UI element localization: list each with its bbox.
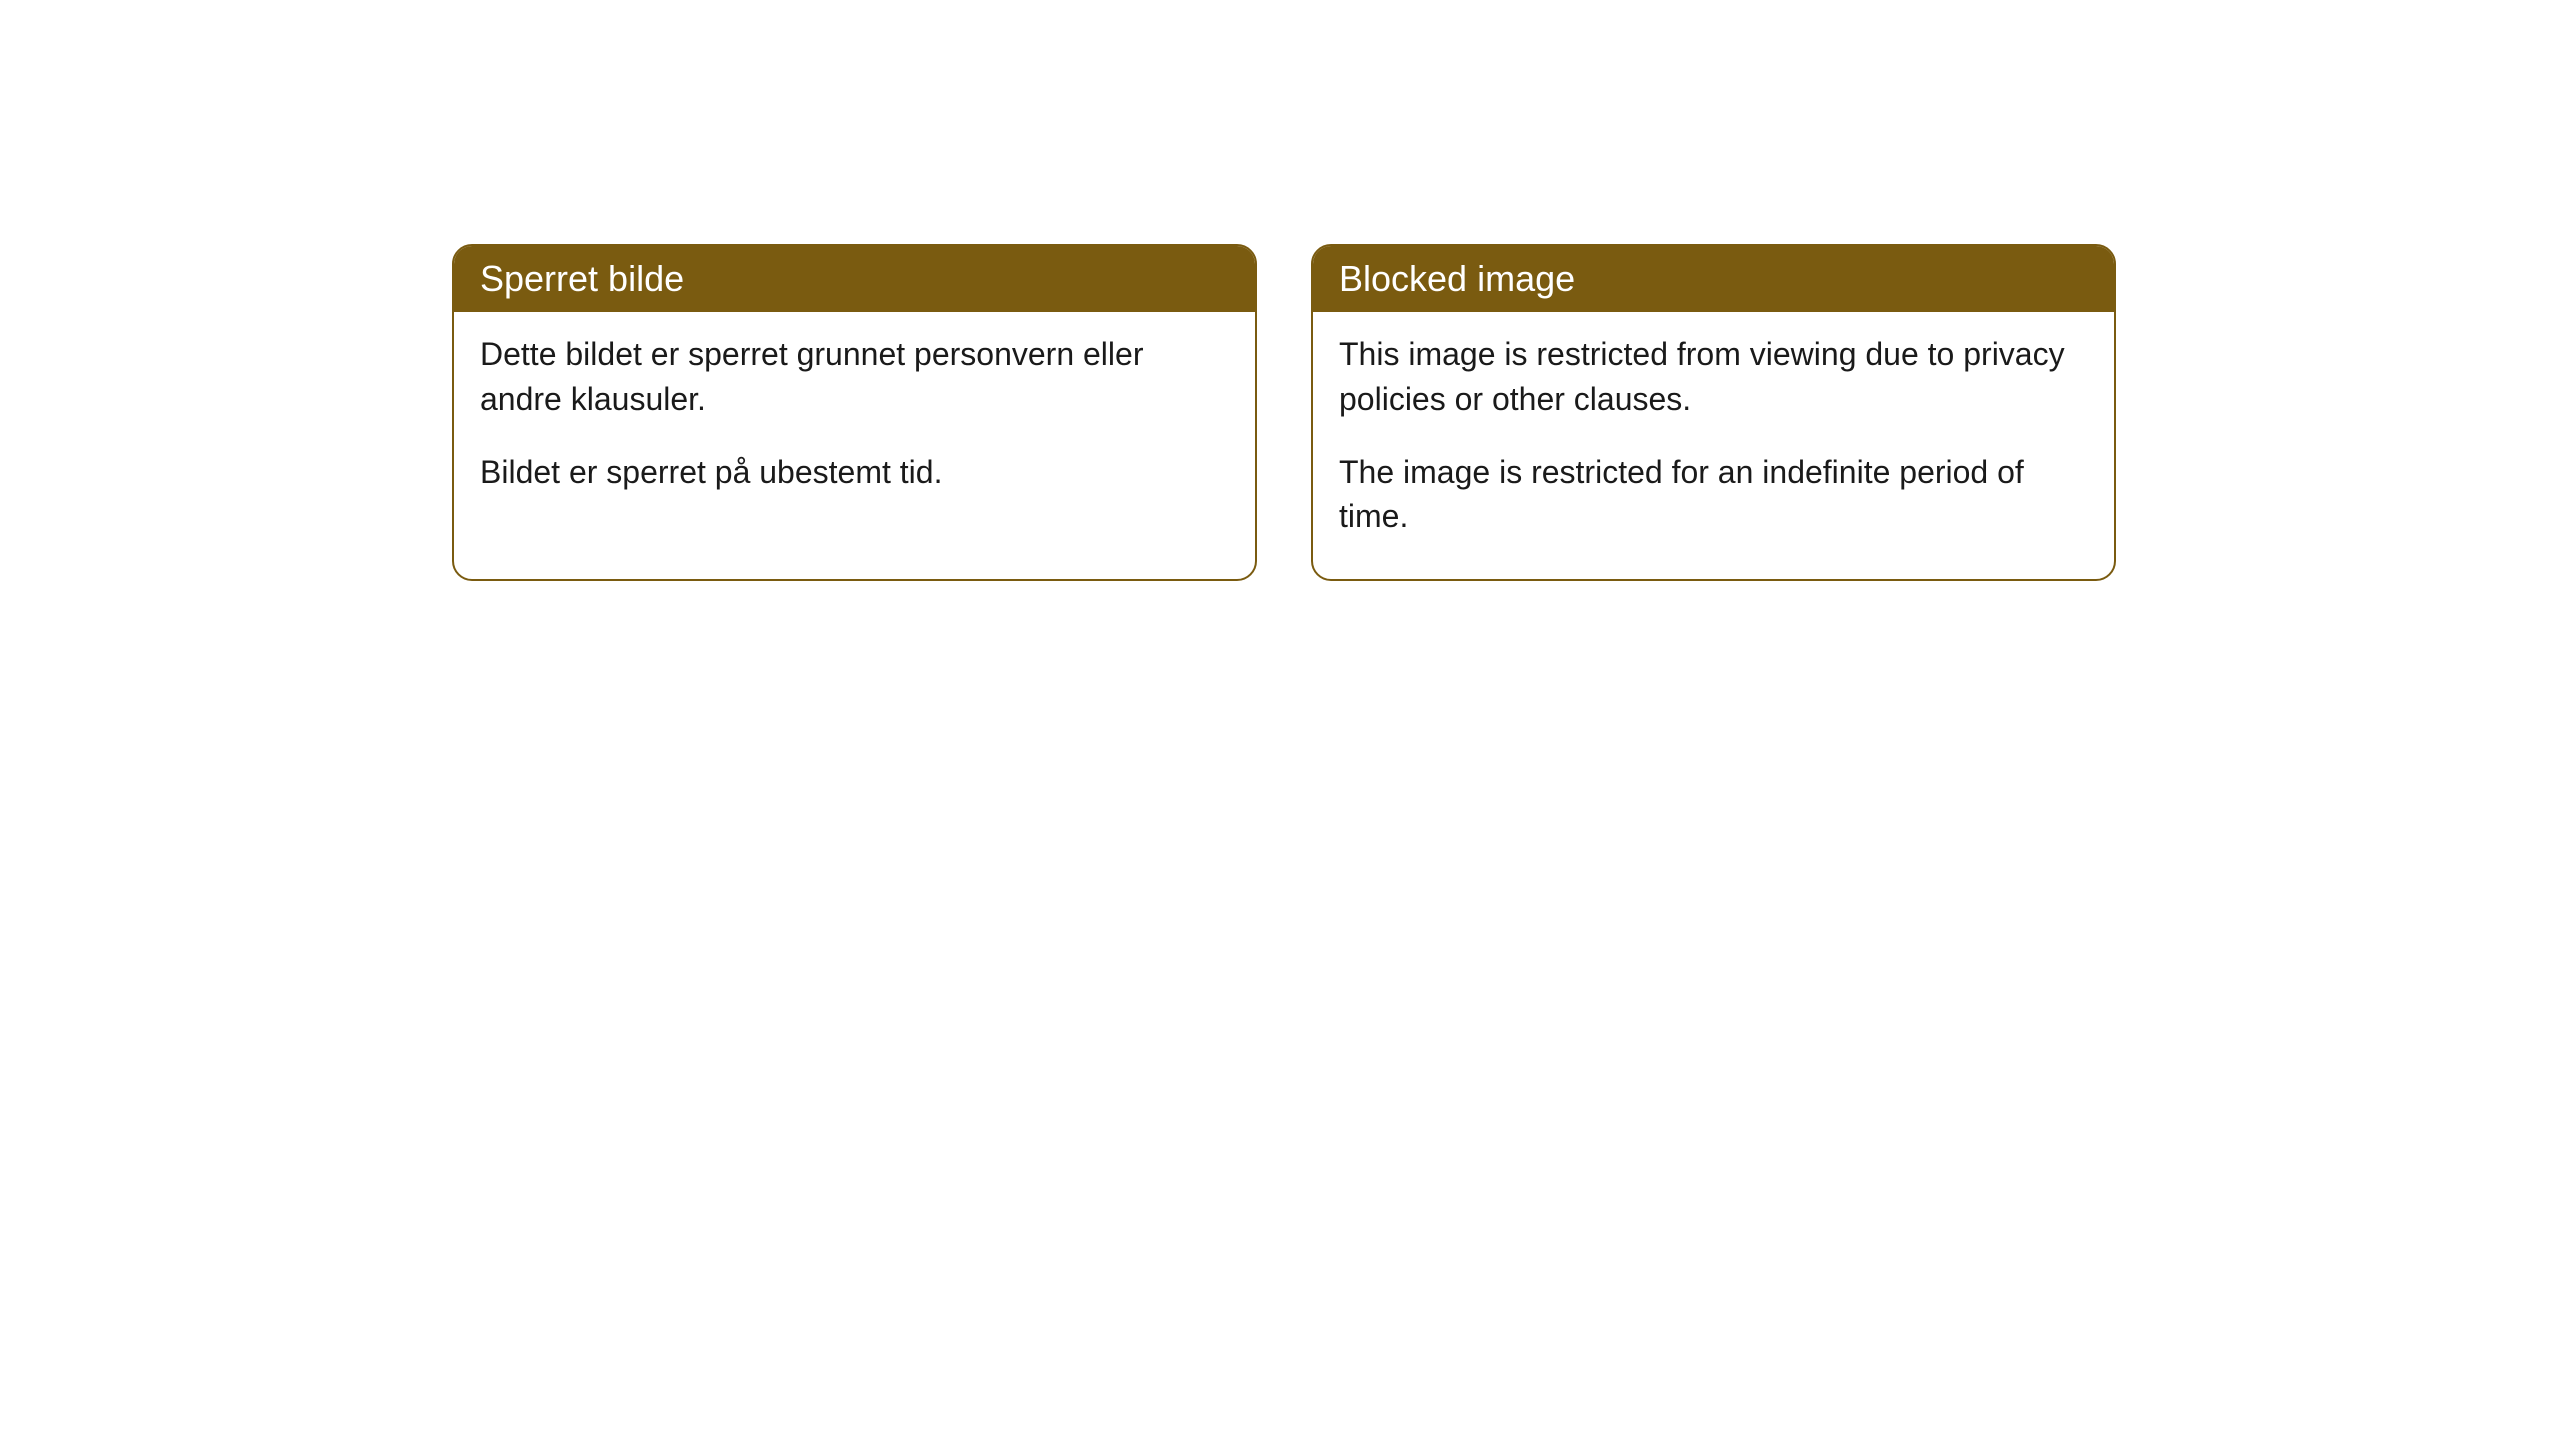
card-body: This image is restricted from viewing du… [1313, 312, 2114, 579]
notice-card-english: Blocked image This image is restricted f… [1311, 244, 2116, 581]
card-title: Sperret bilde [480, 258, 684, 299]
notice-card-norwegian: Sperret bilde Dette bildet er sperret gr… [452, 244, 1257, 581]
card-paragraph: Bildet er sperret på ubestemt tid. [480, 450, 1229, 495]
card-paragraph: Dette bildet er sperret grunnet personve… [480, 332, 1229, 422]
card-paragraph: This image is restricted from viewing du… [1339, 332, 2088, 422]
card-title: Blocked image [1339, 258, 1575, 299]
card-paragraph: The image is restricted for an indefinit… [1339, 450, 2088, 540]
card-header: Sperret bilde [454, 246, 1255, 312]
card-header: Blocked image [1313, 246, 2114, 312]
notice-cards-container: Sperret bilde Dette bildet er sperret gr… [452, 244, 2116, 581]
card-body: Dette bildet er sperret grunnet personve… [454, 312, 1255, 534]
